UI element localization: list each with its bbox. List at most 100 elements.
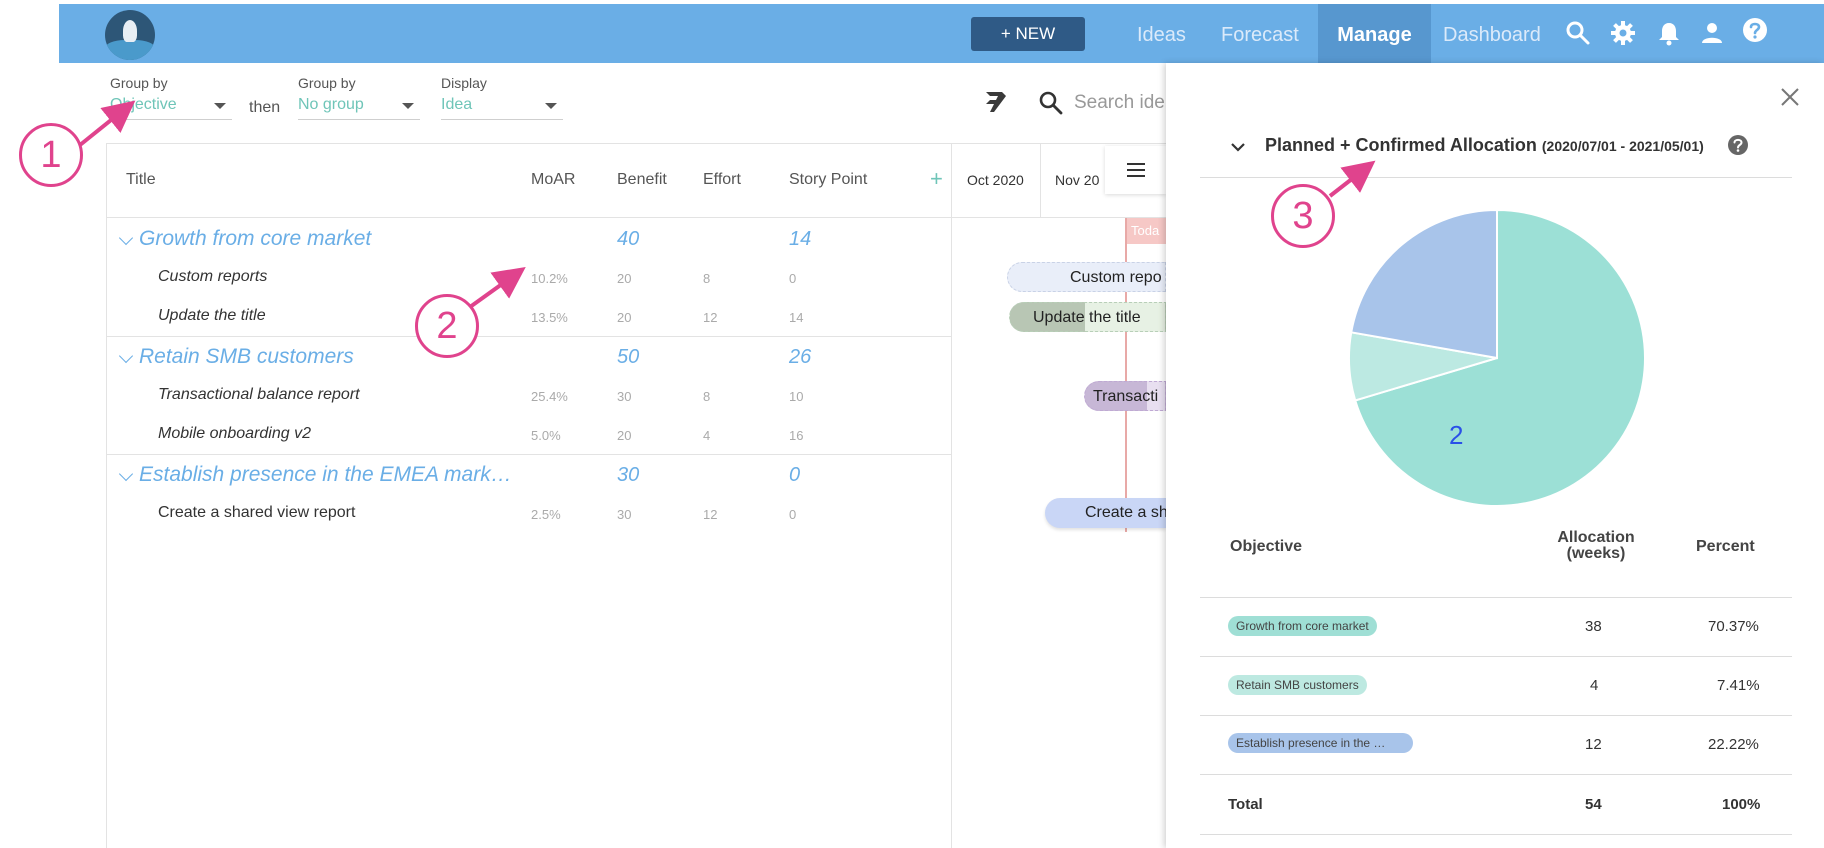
- help-icon[interactable]: [1742, 17, 1768, 43]
- group-divider-2: [106, 454, 951, 455]
- cell-benefit: 30: [617, 507, 632, 522]
- table-divider: [1200, 715, 1792, 716]
- allocation-pie-chart: [1348, 208, 1646, 507]
- objective-tag-growth: Growth from core market: [1228, 616, 1377, 636]
- nav-manage[interactable]: Manage: [1318, 4, 1431, 63]
- annotation-arrow-2: [468, 267, 526, 309]
- cell-benefit: 20: [617, 271, 632, 286]
- allocation-date-range: (2020/07/01 - 2021/05/01): [1541, 138, 1704, 154]
- user-icon[interactable]: [1699, 20, 1725, 46]
- cell-story-point: 0: [789, 271, 797, 286]
- col-effort[interactable]: Effort: [703, 171, 741, 188]
- then-label: then: [249, 99, 281, 116]
- row-title-create-shared-view-report[interactable]: Create a shared view report: [158, 504, 356, 521]
- col-benefit[interactable]: Benefit: [617, 171, 667, 188]
- search-box[interactable]: Search ide: [1036, 84, 1176, 120]
- total-allocation: 54: [1585, 796, 1602, 813]
- table-header-allocation: Allocation (weeks): [1557, 529, 1635, 562]
- group-story-point-establish-emea: 0: [789, 464, 801, 486]
- nav-dashboard[interactable]: Dashboard: [1443, 24, 1541, 46]
- today-label: Toda: [1127, 218, 1167, 244]
- search-icon[interactable]: [1565, 20, 1591, 46]
- gear-icon[interactable]: [1610, 20, 1636, 46]
- group-by-1-select[interactable]: Objective: [110, 94, 232, 120]
- group-by-1-label: Group by: [110, 75, 168, 91]
- display-select[interactable]: Idea: [441, 94, 563, 120]
- timeline-bar-transactional-balance-report[interactable]: Transacti: [1084, 381, 1166, 411]
- grid-top-border: [106, 143, 1166, 144]
- group-title-growth[interactable]: Growth from core market: [139, 227, 372, 250]
- timeline-divider: [951, 143, 952, 848]
- col-title[interactable]: Title: [126, 171, 156, 188]
- collapse-group-3-chevron-icon[interactable]: [118, 466, 134, 482]
- table-header-percent: Percent: [1696, 538, 1755, 555]
- group-story-point-growth: 14: [789, 228, 812, 250]
- objective-tag-establish-emea: Establish presence in the …: [1228, 733, 1413, 753]
- annotation-marker-3: 3: [1271, 184, 1335, 248]
- col-moar[interactable]: MoAR: [531, 171, 576, 188]
- chevron-down-icon[interactable]: [1230, 141, 1246, 153]
- chevron-down-icon: [402, 103, 414, 109]
- group-story-point-retain-smb: 26: [789, 346, 812, 368]
- annotation-marker-1: 1: [19, 123, 83, 187]
- group-title-retain-smb[interactable]: Retain SMB customers: [139, 345, 354, 368]
- row-title-custom-reports[interactable]: Custom reports: [158, 268, 268, 285]
- panel-title-divider: [1200, 177, 1792, 178]
- add-column-button[interactable]: +: [930, 166, 943, 191]
- group-by-2-label: Group by: [298, 75, 356, 91]
- allocation-percent: 22.22%: [1708, 736, 1759, 753]
- cell-benefit: 30: [617, 389, 632, 404]
- cell-story-point: 14: [789, 310, 804, 325]
- pie-slice-label: 2: [1449, 420, 1464, 450]
- group-benefit-establish-emea: 30: [617, 464, 640, 486]
- allocation-panel-title: Planned + Confirmed Allocation (2020/07/…: [1265, 135, 1704, 156]
- collapse-group-2-chevron-icon[interactable]: [118, 348, 134, 364]
- bell-icon[interactable]: [1656, 20, 1682, 46]
- help-icon[interactable]: [1727, 134, 1749, 156]
- allocation-panel: Planned + Confirmed Allocation (2020/07/…: [1166, 63, 1824, 848]
- table-divider: [1200, 774, 1792, 775]
- new-button[interactable]: + NEW: [971, 17, 1085, 51]
- row-title-update-title[interactable]: Update the title: [158, 307, 266, 324]
- cell-moar: 2.5%: [531, 507, 561, 522]
- cell-story-point: 0: [789, 507, 797, 522]
- nav-forecast[interactable]: Forecast: [1221, 24, 1299, 46]
- row-title-mobile-onboarding-v2[interactable]: Mobile onboarding v2: [158, 425, 311, 442]
- search-input[interactable]: Search ide: [1074, 92, 1165, 113]
- table-divider: [1200, 656, 1792, 657]
- cell-effort: 8: [703, 271, 711, 286]
- timeline-menu-button[interactable]: [1105, 146, 1166, 194]
- total-percent: 100%: [1722, 796, 1761, 813]
- timeline-bar-custom-reports[interactable]: Custom repo: [1007, 262, 1166, 292]
- timeline-bar-update-title[interactable]: Update the title: [1009, 302, 1166, 332]
- group-benefit-retain-smb: 50: [617, 346, 640, 368]
- cell-moar: 13.5%: [531, 310, 568, 325]
- group-title-establish-emea[interactable]: Establish presence in the EMEA mark…: [139, 463, 512, 486]
- today-line: [1125, 218, 1127, 532]
- timeline-month-oct: Oct 2020: [967, 172, 1024, 188]
- timeline-bar-create-shared-view-report[interactable]: Create a sh: [1045, 498, 1166, 528]
- pie-slice-establish-emea[interactable]: [1350, 208, 1498, 360]
- jira-icon[interactable]: [982, 88, 1010, 116]
- menu-icon: [1127, 163, 1145, 177]
- chevron-down-icon: [214, 103, 226, 109]
- close-icon[interactable]: [1780, 87, 1800, 107]
- logo[interactable]: [105, 10, 155, 60]
- nav-ideas[interactable]: Ideas: [1137, 24, 1186, 46]
- grid-left-border: [106, 143, 107, 848]
- group-by-1-value: Objective: [110, 96, 177, 113]
- group-divider-1: [106, 336, 951, 337]
- row-title-transactional-balance-report[interactable]: Transactional balance report: [158, 386, 360, 403]
- table-header-objective: Objective: [1230, 538, 1303, 555]
- allocation-title-text: Planned + Confirmed Allocation: [1265, 135, 1537, 155]
- col-story-point[interactable]: Story Point: [789, 171, 868, 188]
- cell-moar: 10.2%: [531, 271, 568, 286]
- collapse-group-1-chevron-icon[interactable]: [118, 230, 134, 246]
- cell-benefit: 20: [617, 428, 632, 443]
- pie-slice-growth[interactable]: [1353, 208, 1646, 507]
- group-by-2-select[interactable]: No group: [298, 94, 420, 120]
- header-divider: [106, 217, 1166, 218]
- timeline-month-nov: Nov 20: [1055, 172, 1100, 188]
- search-icon: [1039, 91, 1063, 115]
